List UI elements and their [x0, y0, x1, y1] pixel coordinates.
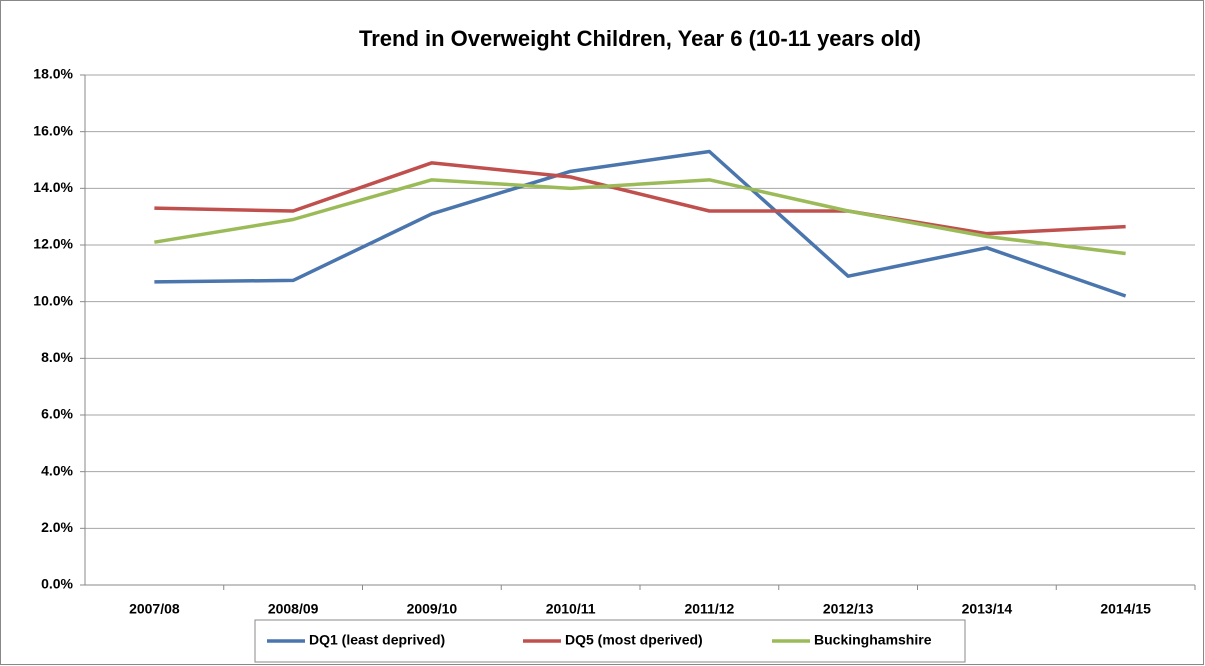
x-tick-label: 2012/13 — [823, 601, 874, 617]
series-line — [154, 161, 1126, 236]
y-tick-label: 4.0% — [41, 462, 73, 478]
series-line — [154, 178, 1126, 256]
y-tick-label: 18.0% — [33, 66, 73, 82]
legend-label: DQ5 (most dperived) — [565, 632, 703, 648]
y-tick-label: 0.0% — [41, 576, 73, 592]
y-tick-label: 8.0% — [41, 349, 73, 365]
x-tick-label: 2011/12 — [684, 601, 734, 617]
y-tick-label: 12.0% — [33, 236, 73, 252]
x-tick-label: 2009/10 — [407, 601, 458, 617]
y-tick-label: 16.0% — [33, 122, 73, 138]
x-tick-label: 2007/08 — [129, 601, 180, 617]
legend-box — [254, 619, 966, 663]
y-tick-label: 10.0% — [33, 292, 73, 308]
series-line — [154, 149, 1127, 298]
y-tick-label: 2.0% — [41, 519, 73, 535]
y-tick-label: 14.0% — [33, 179, 73, 195]
x-tick-label: 2013/14 — [962, 601, 1013, 617]
x-tick-label: 2008/09 — [268, 601, 319, 617]
legend-label: Buckinghamshire — [814, 632, 932, 648]
x-tick-label: 2014/15 — [1100, 601, 1151, 617]
chart-title: Trend in Overweight Children, Year 6 (10… — [359, 26, 921, 51]
y-tick-label: 6.0% — [41, 406, 73, 422]
x-tick-label: 2010/11 — [546, 601, 596, 617]
legend-label: DQ1 (least deprived) — [309, 632, 445, 648]
